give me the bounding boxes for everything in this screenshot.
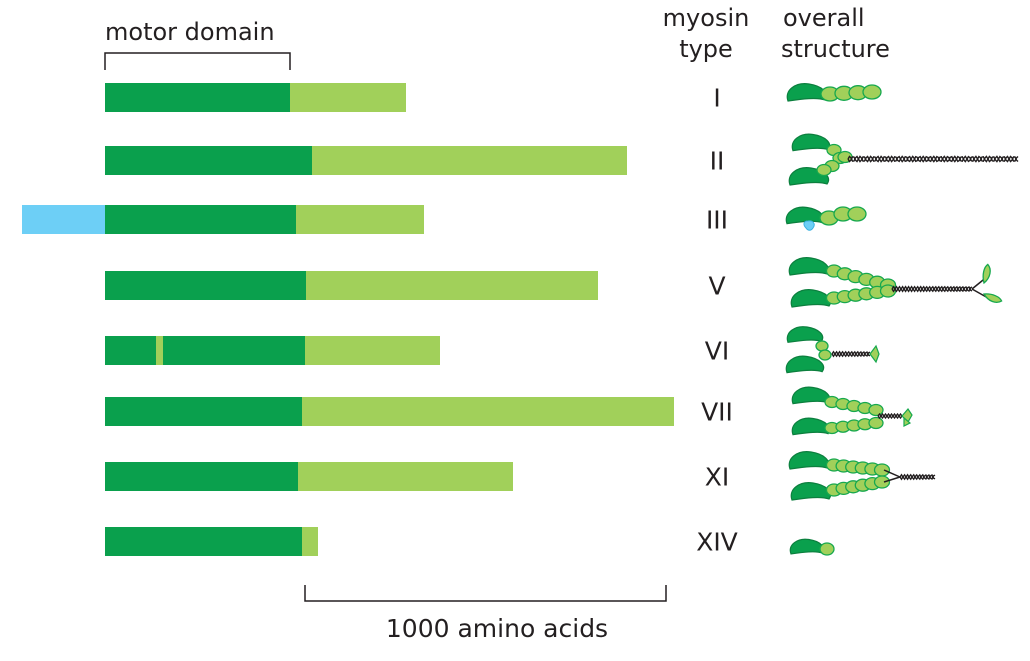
overall-structure-header-line1: overall bbox=[783, 4, 865, 32]
coiled-coil-strand bbox=[831, 350, 871, 358]
motor-domain-segment bbox=[163, 336, 305, 365]
type-label-vi: VI bbox=[705, 337, 729, 366]
coiled-coil-strand bbox=[877, 412, 903, 420]
type-label-ii: II bbox=[710, 147, 725, 176]
motor-head bbox=[791, 417, 831, 436]
type-label-v: V bbox=[708, 272, 725, 301]
bar-myosin-xiv bbox=[105, 527, 318, 556]
globular-tail-domain bbox=[903, 416, 912, 427]
structure-icon-iii bbox=[785, 206, 867, 231]
tail-segment bbox=[312, 146, 627, 175]
structure-icon-xi bbox=[788, 451, 936, 501]
tail-segment bbox=[296, 205, 424, 234]
bar-myosin-vi bbox=[105, 336, 440, 365]
structure-icon-v bbox=[788, 257, 1003, 308]
type-label-xi: XI bbox=[705, 463, 730, 492]
bar-myosin-vii bbox=[105, 397, 674, 426]
motor-head bbox=[788, 451, 830, 470]
structure-icons bbox=[785, 83, 1019, 556]
motor-domain-bracket bbox=[104, 52, 291, 70]
bar-myosin-ii bbox=[105, 146, 627, 175]
motor-head bbox=[790, 289, 832, 308]
domain-bars bbox=[22, 83, 674, 556]
type-label-xiv: XIV bbox=[696, 528, 738, 557]
light-chain-bead bbox=[873, 463, 891, 477]
bar-myosin-v bbox=[105, 271, 598, 300]
bar-myosin-i bbox=[105, 83, 406, 112]
motor-domain-segment bbox=[105, 83, 290, 112]
structure-icon-ii bbox=[788, 133, 1019, 186]
structure-icon-vi bbox=[785, 326, 880, 374]
kinase-domain bbox=[803, 220, 815, 231]
tail-segment bbox=[305, 336, 440, 365]
scale-bar-bracket bbox=[304, 585, 667, 602]
motor-domain-segment bbox=[105, 527, 302, 556]
tail-strand bbox=[883, 476, 901, 483]
type-label-iii: III bbox=[706, 206, 728, 235]
structure-icon-i bbox=[786, 83, 882, 102]
motor-head bbox=[785, 355, 825, 374]
light-chain-bead bbox=[868, 403, 884, 417]
motor-domain-label: motor domain bbox=[105, 18, 275, 46]
motor-head bbox=[789, 538, 825, 555]
tail-segment bbox=[290, 83, 406, 112]
coiled-coil-strand bbox=[899, 473, 936, 481]
tail-segment bbox=[156, 336, 163, 365]
motor-head bbox=[790, 482, 832, 501]
myosin-type-header-line2: type bbox=[679, 35, 733, 63]
light-chain-bead bbox=[868, 416, 884, 430]
light-chain-bead bbox=[862, 84, 882, 100]
light-chain-bead bbox=[816, 163, 832, 177]
globular-tail-domain bbox=[869, 344, 880, 364]
light-chain-bead bbox=[818, 349, 832, 361]
bar-myosin-iii bbox=[22, 205, 424, 234]
structure-icon-vii bbox=[791, 386, 913, 436]
light-chain-bead bbox=[847, 206, 867, 222]
tail-segment bbox=[298, 462, 513, 491]
myosin-type-header-line1: myosin bbox=[663, 4, 750, 32]
globular-tail-domain bbox=[982, 293, 1003, 303]
overall-structure-header-line2: structure bbox=[781, 35, 890, 63]
scale-bar: 1000 amino acids bbox=[304, 585, 667, 643]
coiled-coil-strand bbox=[891, 285, 973, 293]
globular-tail-domain bbox=[982, 263, 991, 285]
n-terminal-extension-segment bbox=[22, 205, 105, 234]
motor-domain-segment bbox=[105, 397, 302, 426]
motor-domain-segment bbox=[105, 271, 306, 300]
coiled-coil-strand bbox=[847, 155, 1019, 163]
motor-head bbox=[791, 386, 831, 405]
light-chain-bead bbox=[819, 542, 835, 556]
tail-segment bbox=[306, 271, 598, 300]
motor-head bbox=[788, 257, 830, 276]
motor-domain-segment bbox=[105, 462, 298, 491]
scale-bar-label: 1000 amino acids bbox=[386, 614, 608, 643]
motor-domain-segment bbox=[105, 336, 156, 365]
motor-domain-segment bbox=[105, 205, 296, 234]
tail-segment bbox=[302, 527, 318, 556]
type-label-i: I bbox=[713, 84, 720, 113]
motor-head bbox=[791, 133, 831, 152]
motor-domain-segment bbox=[105, 146, 312, 175]
light-chain-bead bbox=[873, 475, 891, 489]
type-label-vii: VII bbox=[701, 398, 733, 427]
tail-segment bbox=[302, 397, 674, 426]
headers: motor domain myosin type overall structu… bbox=[104, 4, 890, 70]
tail-strand bbox=[883, 469, 901, 478]
structure-icon-xiv bbox=[789, 538, 835, 556]
coiled-coil-strand bbox=[891, 285, 973, 293]
bar-myosin-xi bbox=[105, 462, 513, 491]
motor-head bbox=[786, 326, 824, 343]
